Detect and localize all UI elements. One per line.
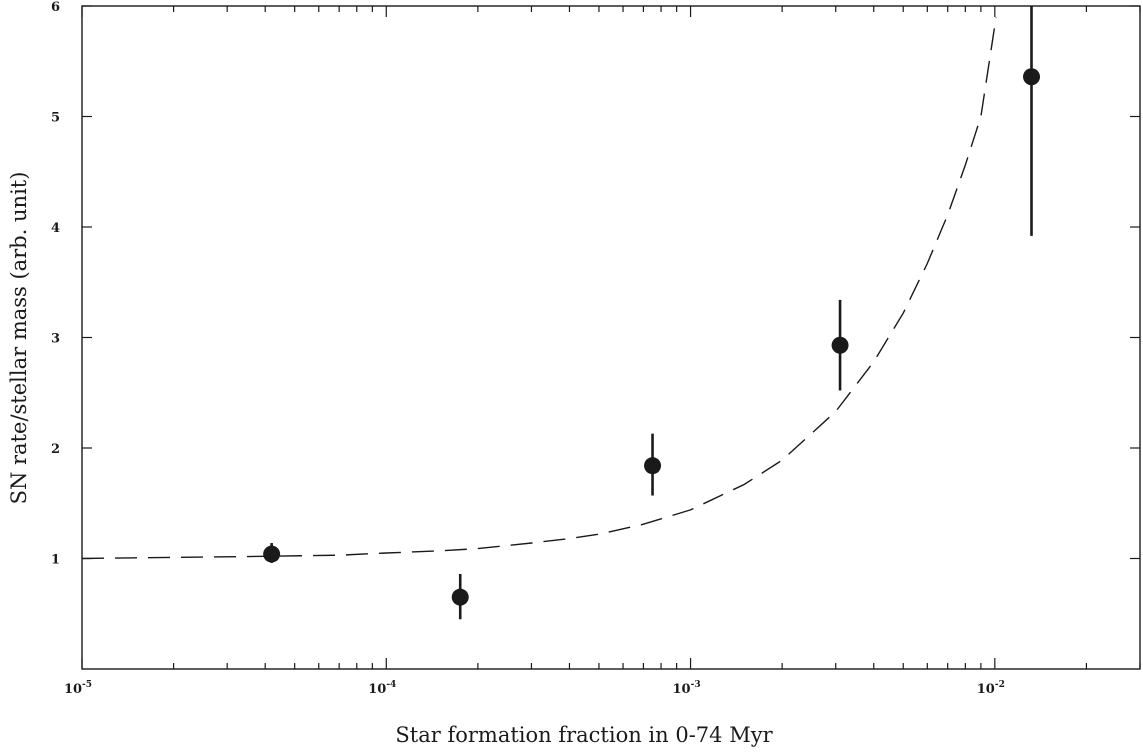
x-tick-label: 10-4 <box>368 680 396 697</box>
y-tick-label: 2 <box>51 442 60 457</box>
x-tick-label: 10-5 <box>64 680 92 697</box>
plot-frame <box>81 5 1141 670</box>
data-point <box>1023 68 1041 86</box>
y-axis-title: SN rate/stellar mass (arb. unit) <box>7 172 31 505</box>
y-tick-label: 6 <box>51 0 60 15</box>
x-tick-label: 10-2 <box>977 680 1005 697</box>
x-tick-label-base: 10 <box>977 682 995 697</box>
x-tick-label-exponent: -5 <box>82 680 92 690</box>
model-curve-layer <box>81 16 997 560</box>
data-point <box>263 545 281 563</box>
model-curve <box>81 16 997 560</box>
y-tick-label: 3 <box>51 332 60 347</box>
x-tick-label-base: 10 <box>64 682 82 697</box>
x-axis-title: Star formation fraction in 0-74 Myr <box>395 723 773 747</box>
x-tick-labels: 10-5 10-4 10-3 10-2 <box>64 680 1005 697</box>
x-tick-label: 10-3 <box>673 680 701 697</box>
x-tick-label-base: 10 <box>673 682 691 697</box>
x-tick-label-exponent: -3 <box>691 680 701 690</box>
y-tick-labels: 1 2 3 4 5 6 <box>51 0 60 568</box>
y-tick-label: 1 <box>51 553 60 568</box>
y-tick-label: 5 <box>51 111 60 126</box>
axis-ticks <box>81 5 1141 669</box>
x-tick-label-exponent: -4 <box>386 680 396 690</box>
data-point <box>451 588 469 606</box>
data-point <box>831 336 849 354</box>
x-tick-label-base: 10 <box>368 682 386 697</box>
x-tick-label-exponent: -2 <box>995 680 1005 690</box>
data-point <box>644 457 662 475</box>
y-tick-label: 4 <box>51 221 60 236</box>
data-points-layer <box>263 6 1041 620</box>
